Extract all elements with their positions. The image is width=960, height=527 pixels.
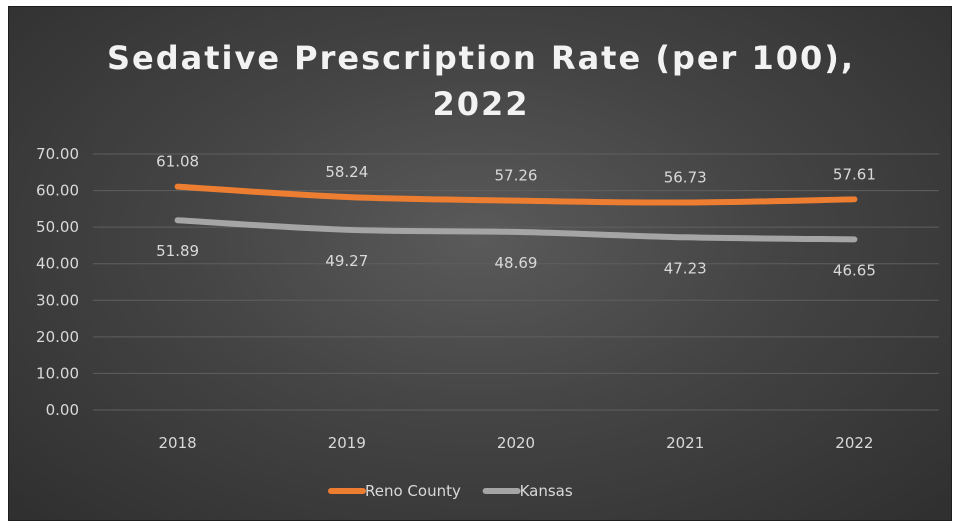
- legend-label-kansas: Kansas: [520, 482, 573, 500]
- series-line-reno-county: [174, 183, 858, 206]
- data-label-kansas: 47.23: [664, 259, 707, 277]
- line-chart: Sedative Prescription Rate (per 100), 20…: [36, 39, 939, 500]
- x-tick-label: 2020: [497, 434, 535, 452]
- data-label-reno-county: 56.73: [664, 169, 707, 187]
- data-label-kansas: 51.89: [156, 242, 199, 260]
- x-tick-label: 2018: [159, 434, 197, 452]
- x-tick-label: 2022: [835, 434, 873, 452]
- y-tick-label: 50.00: [36, 218, 79, 236]
- legend-label-reno-county: Reno County: [365, 482, 461, 500]
- data-label-reno-county: 57.26: [495, 167, 538, 185]
- series-lines: [174, 183, 858, 243]
- y-axis-ticks: 0.00 10.00 20.00 30.00 40.00 50.00 60.00 70.00: [36, 145, 79, 419]
- series-line-kansas: [174, 217, 858, 243]
- chart-frame: Sedative Prescription Rate (per 100), 20…: [8, 6, 952, 521]
- y-tick-label: 70.00: [36, 145, 79, 163]
- x-tick-label: 2021: [666, 434, 704, 452]
- y-tick-label: 0.00: [46, 401, 79, 419]
- data-labels: 61.08 58.24 57.26 56.73 57.61 51.89 49.27 48.69…: [156, 153, 876, 280]
- data-label-reno-county: 58.24: [325, 163, 368, 181]
- y-tick-label: 30.00: [36, 291, 79, 309]
- x-tick-label: 2019: [328, 434, 366, 452]
- x-axis-ticks: 2018 2019 2020 2021 2022: [159, 434, 874, 452]
- y-tick-label: 20.00: [36, 328, 79, 346]
- legend: Reno County Kansas: [328, 482, 573, 500]
- chart-title-line-2: 2022: [432, 85, 529, 123]
- data-label-reno-county: 61.08: [156, 153, 199, 171]
- y-tick-label: 10.00: [36, 364, 79, 382]
- y-tick-label: 40.00: [36, 255, 79, 273]
- y-tick-label: 60.00: [36, 182, 79, 200]
- data-label-kansas: 46.65: [833, 261, 876, 279]
- data-label-kansas: 49.27: [325, 252, 368, 270]
- chart-title-line-1: Sedative Prescription Rate (per 100),: [107, 39, 855, 77]
- data-label-reno-county: 57.61: [833, 165, 876, 183]
- data-label-kansas: 48.69: [495, 254, 538, 272]
